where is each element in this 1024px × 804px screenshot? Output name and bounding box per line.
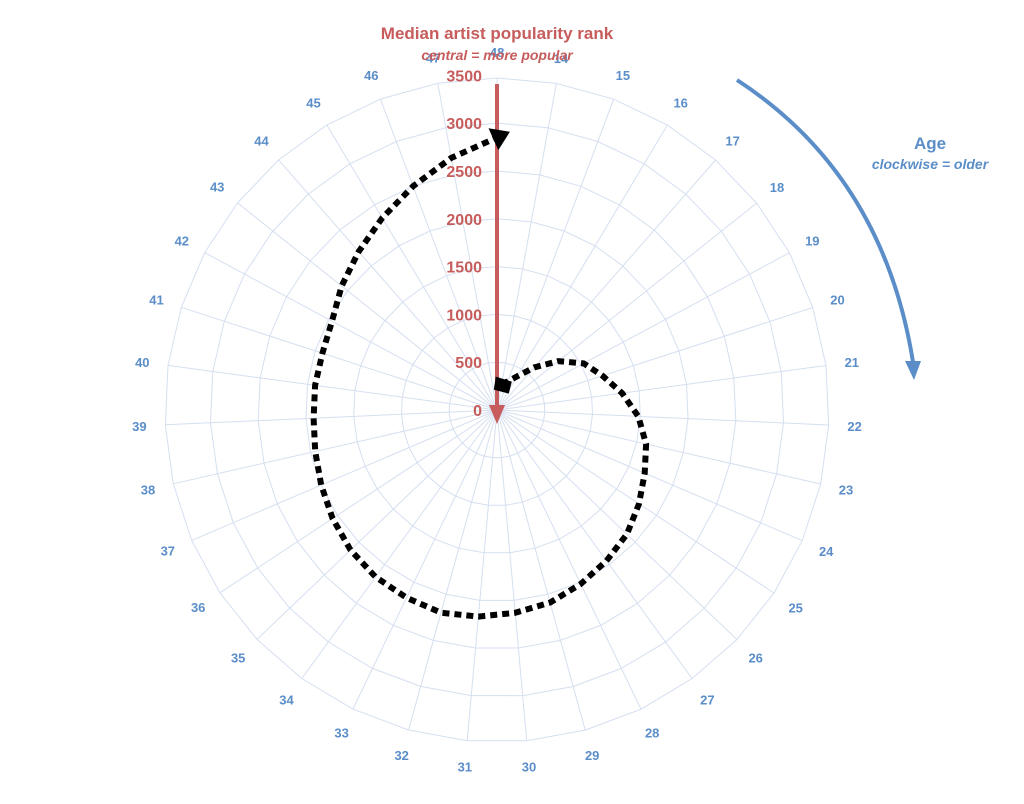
grid-spoke (496, 365, 827, 411)
age-tick-label: 25 (788, 600, 802, 615)
grid-spoke (496, 409, 821, 485)
rank-tick-label: 3500 (446, 68, 482, 85)
grid-spoke (326, 124, 498, 411)
grid-spoke (352, 409, 498, 710)
age-tick-label: 26 (748, 651, 762, 666)
age-tick-label: 47 (426, 51, 440, 66)
grid-spoke (191, 409, 498, 541)
grid-spoke (237, 202, 498, 411)
age-tick-label: 22 (847, 419, 861, 434)
grid-spoke (496, 307, 813, 411)
age-direction-arrowhead (905, 361, 921, 380)
chart-subtitle: central = more popular (421, 47, 574, 63)
age-tick-label: 37 (161, 544, 175, 559)
rank-tick-label: 500 (455, 355, 482, 372)
grid-spoke (256, 409, 498, 640)
grid-spoke (167, 364, 498, 411)
grid-spoke (437, 83, 498, 411)
grid-spoke (278, 159, 498, 411)
age-tick-label: 23 (839, 483, 853, 498)
grid-spoke (165, 409, 498, 426)
rank-tick-label: 1500 (446, 260, 482, 277)
age-tick-label: 16 (673, 96, 687, 111)
age-tick-label: 28 (645, 726, 659, 741)
age-tick-label: 20 (830, 293, 844, 308)
rank-tick-label: 3000 (446, 116, 482, 133)
polar-grid (164, 77, 830, 742)
grid-spoke (496, 409, 693, 679)
rank-tick-labels: 0 500 1000 1500 2000 2500 3000 3500 (446, 68, 482, 420)
series-end-arrowhead (488, 128, 510, 151)
grid-spoke (173, 409, 498, 485)
age-tick-label: 24 (819, 544, 834, 559)
age-tick-label: 15 (616, 68, 630, 83)
grid-spoke (496, 252, 790, 411)
age-tick-label: 29 (585, 748, 599, 763)
age-tick-label: 19 (805, 233, 819, 248)
grid-spoke (408, 409, 498, 731)
age-direction-arc (735, 78, 915, 363)
age-tick-label: 44 (254, 133, 269, 148)
age-tick-label: 34 (279, 693, 294, 708)
grid-spoke (466, 409, 498, 741)
age-tick-label: 33 (334, 726, 348, 741)
grid-ring (400, 313, 594, 506)
grid-spoke (301, 409, 498, 679)
series-start-marker (493, 376, 512, 394)
grid-spoke (496, 202, 757, 411)
age-tick-label: 40 (135, 355, 149, 370)
age-tick-label: 36 (191, 600, 205, 615)
grid-spoke (496, 409, 775, 594)
age-tick-label: 41 (149, 292, 163, 307)
grid-spoke (496, 409, 586, 731)
age-tick-label: 32 (394, 748, 408, 763)
age-tick-label: 48 (490, 45, 504, 60)
age-tick-label: 31 (458, 760, 472, 775)
grid-spoke (496, 99, 615, 411)
grid-ring (257, 170, 737, 649)
grid-spoke (496, 159, 716, 411)
age-tick-labels: 14 15 16 17 18 19 20 21 22 23 24 25 26 27 28 29 30 31 32 33… (132, 45, 862, 775)
rank-tick-label: 2000 (446, 212, 482, 229)
age-tick-label: 35 (231, 650, 245, 665)
grid-ring (164, 77, 830, 742)
age-tick-label: 17 (725, 134, 739, 149)
age-tick-label: 38 (141, 483, 155, 498)
grid-spoke (496, 409, 642, 710)
rank-axis-arrowhead (489, 405, 505, 424)
grid-spoke (496, 83, 557, 411)
grid-ring (305, 218, 689, 601)
rank-tick-label: 2500 (446, 164, 482, 181)
series-line (310, 134, 650, 620)
grid-ring (353, 266, 641, 554)
grid-spoke (496, 409, 528, 741)
age-tick-label: 14 (554, 51, 569, 66)
grid-spoke (496, 409, 829, 426)
grid-spoke (204, 252, 498, 411)
grid-spoke (496, 409, 738, 640)
grid-ring (209, 122, 785, 697)
age-tick-label: 30 (522, 760, 536, 775)
grid-spoke (379, 98, 498, 411)
age-tick-label: 43 (210, 180, 224, 195)
age-tick-label: 39 (132, 419, 146, 434)
age-tick-label: 42 (175, 233, 189, 248)
chart-title: Median artist popularity rank (381, 24, 614, 43)
age-axis-title: Age (914, 134, 946, 153)
grid-spoke (219, 409, 498, 594)
rank-tick-label: 0 (473, 403, 482, 420)
age-axis-subtitle: clockwise = older (872, 156, 990, 172)
age-tick-label: 46 (364, 68, 378, 83)
grid-spoke (496, 409, 803, 542)
grid-spoke (496, 124, 668, 411)
age-tick-label: 27 (700, 693, 714, 708)
rank-tick-label: 1000 (446, 307, 482, 324)
age-tick-label: 18 (770, 180, 784, 195)
grid-ring (448, 361, 546, 459)
age-tick-label: 21 (845, 355, 859, 370)
age-tick-label: 45 (306, 96, 320, 111)
grid-spoke (181, 306, 498, 411)
